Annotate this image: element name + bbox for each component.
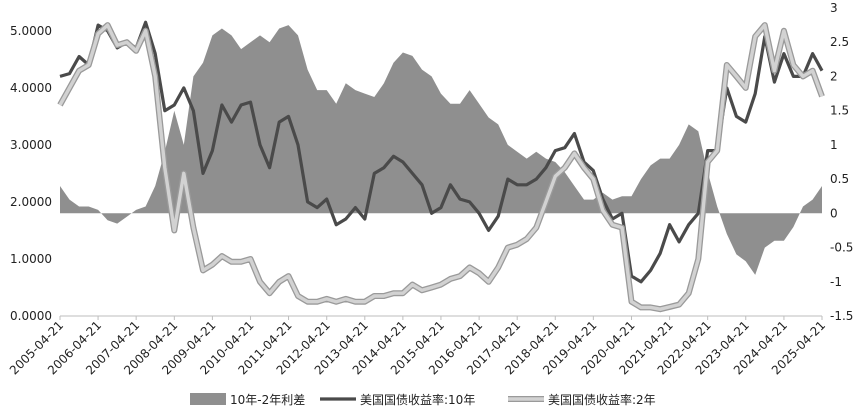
left-y-tick-label: 0.0000: [10, 309, 52, 323]
right-y-axis: -1.5 -1 -0.5 0 0.5 1 1.5 2 2.5 3: [830, 1, 853, 323]
plot-area: [57, 20, 825, 313]
series-10y-line: [59, 20, 824, 284]
legend-label: 美国国债收益率:2年: [548, 392, 656, 407]
left-y-tick-label: 2.0000: [10, 195, 52, 209]
left-y-tick-label: 3.0000: [10, 138, 52, 152]
series-spread-area: [60, 25, 822, 275]
legend-item-10y: 美国国债收益率:10年: [320, 392, 475, 407]
legend-swatch-area: [190, 393, 226, 405]
legend-item-2y: 美国国债收益率:2年: [508, 392, 656, 407]
right-y-tick-label: 1: [830, 138, 838, 152]
right-y-tick-label: 3: [830, 1, 838, 15]
right-y-tick-label: 0.5: [830, 172, 849, 186]
right-y-tick-label: 2.5: [830, 35, 849, 49]
right-y-tick-label: -1: [830, 275, 842, 289]
left-y-tick-label: 5.0000: [10, 24, 52, 38]
x-axis: 2005-04-212006-04-212007-04-212008-04-21…: [7, 315, 828, 377]
left-y-axis: 0.0000 1.0000 2.0000 3.0000 4.0000 5.0000: [10, 24, 52, 323]
right-y-tick-label: -1.5: [830, 309, 853, 323]
legend-item-spread: 10年-2年利差: [190, 393, 305, 407]
right-y-tick-label: 1.5: [830, 104, 849, 118]
series-2y-line: [58, 23, 824, 311]
right-y-tick-label: -0.5: [830, 241, 853, 255]
legend: 10年-2年利差 美国国债收益率:10年 美国国债收益率:2年: [190, 392, 656, 407]
right-y-tick-label: 2: [830, 69, 838, 83]
right-y-tick-label: 0: [830, 206, 838, 220]
legend-label: 10年-2年利差: [230, 393, 305, 407]
left-y-tick-label: 4.0000: [10, 81, 52, 95]
left-y-tick-label: 1.0000: [10, 252, 52, 266]
legend-label: 美国国债收益率:10年: [360, 392, 475, 407]
